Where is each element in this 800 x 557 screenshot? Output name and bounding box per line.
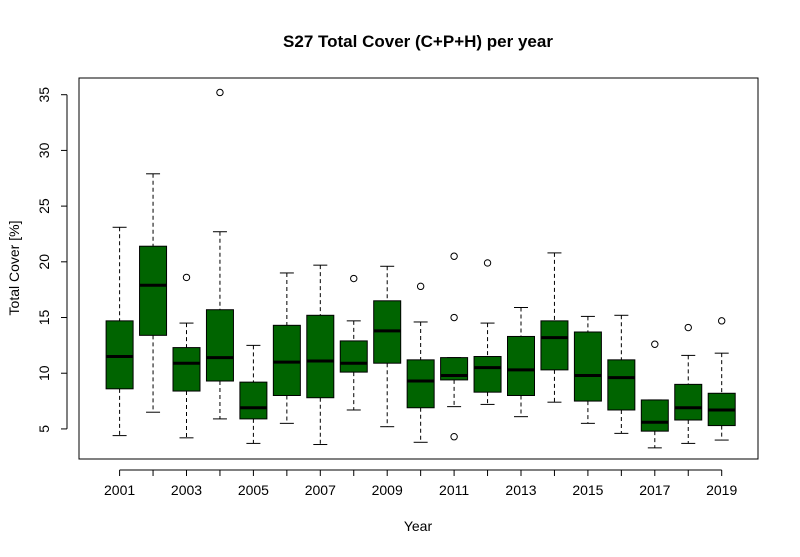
box-2019 — [707, 317, 736, 441]
outlier-point — [450, 252, 458, 260]
y-tick-label: 20 — [36, 254, 52, 270]
box-2014 — [540, 252, 569, 403]
iqr-box — [105, 320, 134, 390]
iqr-box — [573, 331, 602, 402]
outlier-point — [450, 433, 458, 441]
chart-title: S27 Total Cover (C+P+H) per year — [283, 32, 553, 51]
box-2018 — [674, 323, 703, 444]
iqr-box — [607, 359, 636, 411]
y-tick-label: 30 — [36, 142, 52, 158]
iqr-box — [172, 347, 201, 392]
plot-frame — [78, 77, 759, 460]
box-2017 — [640, 340, 669, 449]
iqr-box — [239, 381, 268, 420]
iqr-box — [306, 314, 335, 399]
y-tick-label: 15 — [36, 310, 52, 326]
box-series — [105, 88, 736, 449]
y-tick-label: 25 — [36, 198, 52, 214]
box-2016 — [607, 314, 636, 434]
y-axis-label: Total Cover [%] — [6, 221, 22, 316]
box-2004 — [205, 88, 234, 420]
iqr-box — [205, 309, 234, 382]
y-tick-label: 35 — [36, 87, 52, 103]
outlier-point — [416, 282, 425, 291]
outlier-point — [182, 273, 191, 282]
x-axis: 2001 2003 2005 2007 2009 2011 2013 2015 2017 2019 — [104, 469, 737, 498]
box-2015 — [573, 315, 602, 424]
outlier-point — [718, 317, 726, 325]
outlier-point — [483, 259, 492, 267]
iqr-box — [272, 324, 301, 397]
box-2010 — [406, 282, 435, 443]
x-axis-label: Year — [404, 518, 433, 534]
x-tick-label: 2005 — [238, 482, 269, 498]
box-2011 — [440, 252, 469, 441]
x-tick-label: 2009 — [372, 482, 403, 498]
outlier-point — [651, 340, 659, 348]
box-2003 — [172, 273, 201, 439]
box-2001 — [105, 226, 134, 437]
y-tick-label: 5 — [36, 425, 52, 433]
x-tick-label: 2007 — [305, 482, 336, 498]
iqr-box — [139, 245, 168, 336]
outlier-point — [350, 274, 358, 283]
box-2002 — [139, 173, 168, 413]
box-2009 — [373, 265, 402, 428]
box-2006 — [272, 272, 301, 424]
iqr-box — [406, 359, 435, 409]
y-tick-label: 10 — [36, 365, 52, 381]
box-2008 — [339, 274, 368, 411]
box-2005 — [239, 344, 268, 444]
box-2007 — [306, 264, 335, 446]
outlier-point — [216, 88, 224, 97]
iqr-box — [507, 335, 535, 397]
iqr-box — [674, 383, 703, 421]
x-tick-label: 2013 — [505, 482, 536, 498]
y-axis: 5 10 15 20 25 30 35 — [36, 87, 68, 433]
box-2012 — [473, 259, 502, 405]
x-tick-label: 2019 — [706, 482, 737, 498]
x-tick-label: 2017 — [639, 482, 670, 498]
x-tick-label: 2015 — [572, 482, 603, 498]
iqr-box — [640, 399, 669, 432]
iqr-box — [339, 340, 368, 373]
x-tick-label: 2011 — [439, 482, 469, 498]
x-tick-label: 2001 — [104, 482, 135, 498]
outlier-point — [450, 313, 458, 322]
iqr-box — [473, 356, 502, 393]
x-tick-label: 2003 — [171, 482, 202, 498]
box-2013 — [507, 306, 535, 418]
outlier-point — [684, 323, 692, 332]
iqr-box — [540, 320, 569, 371]
